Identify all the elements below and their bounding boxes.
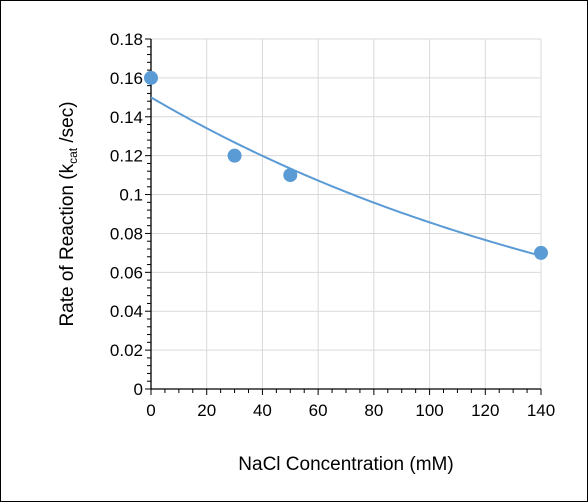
x-tick-labels: 0 20 40 60 80 100 120 140 xyxy=(146,401,555,420)
y-axis-title-subscript: cat xyxy=(66,147,80,164)
data-point xyxy=(534,245,548,260)
y-axis-title-suffix: /sec) xyxy=(57,101,78,147)
y-tick-label: 0.06 xyxy=(110,263,143,282)
x-tick-label: 20 xyxy=(197,401,216,420)
data-point xyxy=(227,148,242,163)
x-tick-label: 0 xyxy=(146,401,155,420)
y-axis-title-prefix: Rate of Reaction (k xyxy=(57,163,78,326)
y-tick-label: 0.1 xyxy=(119,186,143,205)
y-tick-label: 0.16 xyxy=(110,69,143,88)
x-tick-label: 40 xyxy=(253,401,272,420)
x-tick-label: 80 xyxy=(364,401,383,420)
trendline xyxy=(150,96,542,257)
axes xyxy=(145,38,542,395)
y-tick-label: 0.14 xyxy=(110,108,143,127)
y-tick-label: 0.02 xyxy=(110,341,143,360)
x-tick-label: 140 xyxy=(527,401,555,420)
x-axis-title: NaCl Concentration (mM) xyxy=(238,454,453,475)
data-point xyxy=(283,168,298,183)
x-tick-label: 60 xyxy=(309,401,328,420)
y-axis-title: Rate of Reaction (kcat /sec) xyxy=(57,101,80,326)
y-tick-labels: 0 0.02 0.04 0.06 0.08 0.1 0.12 0.14 0.16 0.18 xyxy=(110,30,143,399)
y-tick-label: 0.12 xyxy=(110,147,143,166)
data-series xyxy=(144,70,548,260)
x-tick-label: 120 xyxy=(471,401,499,420)
y-tick-label: 0.18 xyxy=(110,30,143,49)
y-tick-label: 0.08 xyxy=(110,224,143,243)
data-point xyxy=(144,70,158,85)
grid-lines xyxy=(151,38,542,389)
y-tick-label: 0.04 xyxy=(110,302,143,321)
y-tick-label: 0 xyxy=(134,380,143,399)
x-tick-label: 100 xyxy=(415,401,443,420)
